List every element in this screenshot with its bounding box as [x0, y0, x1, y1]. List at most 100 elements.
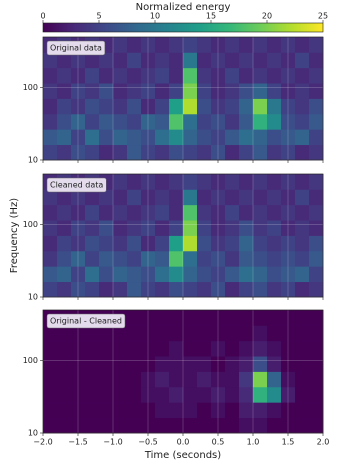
x-tick-label: −1.5 — [68, 438, 87, 447]
heatmap-cell — [239, 113, 254, 130]
heatmap-cell — [239, 371, 254, 388]
heatmap-cell — [211, 98, 226, 115]
heatmap-cell — [155, 325, 170, 342]
heatmap-cell — [99, 83, 114, 99]
panel-label-box — [46, 313, 126, 329]
heatmap-cell — [183, 220, 198, 236]
heatmap-cell — [57, 189, 72, 206]
heatmap-cell — [295, 250, 310, 267]
colorbar-label: Normalized energy — [136, 2, 231, 13]
heatmap-cell — [239, 386, 254, 403]
heatmap-cell — [113, 189, 128, 206]
heatmap-cell — [57, 386, 72, 403]
panel-label: Original - Cleaned — [50, 317, 122, 326]
heatmap-cell — [197, 235, 212, 252]
heatmap-cell — [295, 67, 310, 84]
heatmap-cell — [155, 266, 170, 283]
heatmap-cell — [267, 67, 282, 84]
heatmap-cell — [169, 67, 184, 84]
heatmap-cell — [239, 144, 254, 161]
heatmap-cell — [183, 266, 198, 283]
heatmap-cell — [267, 371, 282, 388]
heatmap-cell — [57, 129, 72, 146]
heatmap-cell — [85, 266, 100, 283]
heatmap-cell — [155, 310, 170, 326]
heatmap-cell — [211, 174, 226, 190]
heatmap-cell — [43, 371, 58, 388]
heatmap-cell — [309, 371, 324, 388]
heatmap-cell — [281, 402, 296, 419]
heatmap-cell — [183, 340, 198, 357]
heatmap-cell — [183, 113, 198, 130]
heatmap-cell — [253, 386, 268, 403]
heatmap-cell — [309, 386, 324, 403]
heatmap-cell — [127, 37, 142, 53]
heatmap-cell — [253, 204, 268, 221]
heatmap-cell — [57, 325, 72, 342]
heatmap-cell — [99, 113, 114, 130]
heatmap-cell — [183, 235, 198, 252]
heatmap-cell — [267, 189, 282, 206]
heatmap-cell — [267, 144, 282, 161]
heatmap-cell — [239, 37, 254, 53]
heatmap-cell — [295, 235, 310, 252]
heatmap-cell — [155, 129, 170, 146]
heatmap-cell — [239, 310, 254, 326]
heatmap-cell — [127, 371, 142, 388]
heatmap-cell — [71, 340, 86, 357]
heatmap-cell — [43, 266, 58, 283]
heatmap-cell — [183, 67, 198, 84]
y-tick-label: 100 — [23, 356, 38, 365]
heatmap-cell — [183, 83, 198, 99]
heatmap-cell — [239, 250, 254, 267]
heatmap-cell — [127, 67, 142, 84]
heatmap-cell — [183, 204, 198, 221]
heatmap-cell — [71, 386, 86, 403]
heatmap-cell — [281, 340, 296, 357]
heatmap-cell — [295, 52, 310, 69]
heatmap-cell — [71, 52, 86, 69]
heatmap-cell — [43, 356, 58, 372]
heatmap-cell — [57, 235, 72, 252]
heatmap-cell — [113, 325, 128, 342]
heatmap-cell — [169, 220, 184, 236]
heatmap-cell — [71, 220, 86, 236]
heatmap-cell — [253, 235, 268, 252]
heatmap-cell — [127, 174, 142, 190]
heatmap-cell — [183, 325, 198, 342]
heatmap-cell — [85, 417, 100, 434]
heatmap-cell — [183, 37, 198, 53]
heatmap-cell — [253, 371, 268, 388]
heatmap-cell — [57, 67, 72, 84]
heatmap-cell — [309, 67, 324, 84]
heatmap-cell — [141, 83, 156, 99]
heatmap-cell — [155, 204, 170, 221]
heatmap-cell — [183, 144, 198, 161]
heatmap-cell — [267, 52, 282, 69]
heatmap-cell — [113, 266, 128, 283]
heatmap-cell — [43, 402, 58, 419]
heatmap-cell — [71, 113, 86, 130]
heatmap-cell — [295, 386, 310, 403]
heatmap-cell — [71, 402, 86, 419]
heatmap-cell — [169, 371, 184, 388]
heatmap-cell — [113, 340, 128, 357]
heatmap-cell — [127, 52, 142, 69]
heatmap-cell — [309, 37, 324, 53]
heatmap-cell — [85, 220, 100, 236]
heatmap-cell — [155, 52, 170, 69]
heatmap-cell — [71, 129, 86, 146]
heatmap-cell — [113, 220, 128, 236]
heatmap-cell — [113, 98, 128, 115]
heatmap-cell — [99, 98, 114, 115]
heatmap-cell — [253, 189, 268, 206]
heatmap-cell — [113, 83, 128, 99]
heatmap-cell — [309, 98, 324, 115]
heatmap-cell — [239, 340, 254, 357]
heatmap-cell — [141, 250, 156, 267]
heatmap-cell — [281, 250, 296, 267]
heatmap-cell — [43, 235, 58, 252]
y-tick-label: 10 — [28, 293, 38, 302]
y-tick-label: 10 — [28, 156, 38, 165]
panel-label: Cleaned data — [50, 181, 103, 190]
